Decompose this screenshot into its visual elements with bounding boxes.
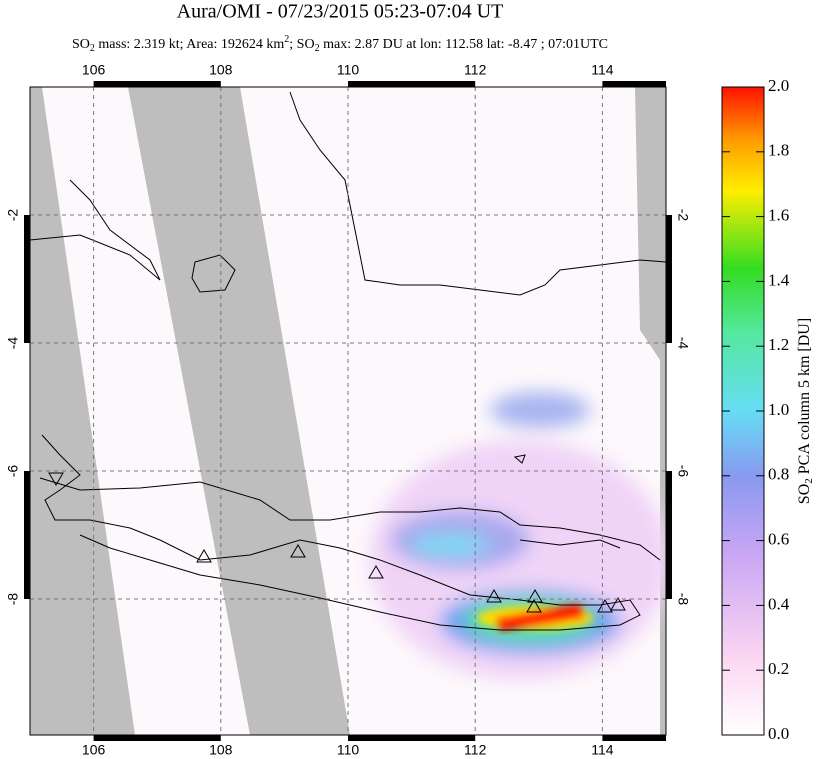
lon-tick-label: 106 [82, 62, 106, 78]
lat-tick-label: -8 [5, 593, 21, 606]
colorbar-tick-label: 1.8 [768, 141, 789, 160]
lon-tick-label: 110 [337, 62, 360, 78]
colorbar-tick-label: 0.2 [768, 659, 789, 678]
subtitle-part: ; SO [289, 37, 314, 52]
title: Aura/OMI - 07/23/2015 05:23-07:04 UT [177, 1, 504, 23]
frame-bands [24, 81, 672, 741]
lat-tick-label: -2 [675, 209, 691, 222]
colorbar-tick-label: 1.0 [768, 400, 789, 419]
map-area [30, 87, 666, 735]
no-data-swath [128, 87, 350, 735]
colorbar-label: SO2 PCA column 5 km [DU] [796, 318, 815, 504]
so2-core [477, 603, 593, 632]
colorbar-tick-label: 1.2 [768, 335, 789, 354]
subtitle-part: 2 [284, 34, 289, 45]
frame-band [666, 215, 672, 343]
frame-band [602, 735, 666, 741]
frame-band [93, 735, 221, 741]
frame-band [93, 81, 221, 87]
lat-tick-label: -4 [675, 337, 691, 350]
label-part: 2 [803, 478, 815, 484]
subtitle-part: SO [72, 37, 90, 52]
colorbar-tick-label: 1.6 [768, 206, 789, 225]
volcano-markers [48, 472, 626, 613]
lon-tick-label: 112 [464, 62, 487, 78]
label-part: SO [796, 484, 813, 504]
no-data-swath [635, 87, 666, 735]
frame-band [348, 735, 476, 741]
colorbar-tick-label: 0.0 [768, 724, 789, 743]
lon-tick-label: 108 [209, 62, 233, 78]
frame-band [24, 215, 30, 343]
graticule [30, 87, 666, 735]
lat-tick-label: -4 [5, 337, 21, 350]
lon-tick-label: 106 [82, 742, 106, 758]
lat-tick-label: -6 [5, 465, 21, 478]
coastlines [30, 91, 666, 631]
no-data-swath [30, 87, 135, 735]
lon-tick-label: 114 [591, 62, 614, 78]
subtitle-part: mass: 2.319 kt; Area: 192624 km [95, 37, 284, 52]
colorbar-tick-label: 0.8 [768, 465, 789, 484]
label-part: PCA column 5 km [DU] [796, 318, 813, 478]
lon-tick-label: 112 [464, 742, 487, 758]
subtitle-part: 2 [90, 43, 95, 54]
frame-band [602, 81, 666, 87]
lon-tick-label: 110 [337, 742, 360, 758]
frame-band [666, 471, 672, 599]
lat-tick-label: -8 [675, 593, 691, 606]
frame-band [348, 81, 476, 87]
colorbar-tick-label: 1.4 [768, 270, 790, 289]
lon-tick-label: 114 [591, 742, 614, 758]
subtitle-part: max: 2.87 DU at lon: 112.58 lat: -8.47 ;… [320, 37, 608, 52]
lat-tick-label: -2 [5, 209, 21, 222]
colorbar-tick-label: 2.0 [768, 76, 789, 95]
colorbar-tick-label: 0.6 [768, 530, 789, 549]
frame-band [24, 471, 30, 599]
subtitle: SO2 mass: 2.319 kt; Area: 192624 km2; SO… [72, 34, 608, 54]
lat-tick-label: -6 [675, 465, 691, 478]
colorbar-tick-label: 0.4 [768, 594, 790, 613]
subtitle-part: 2 [315, 43, 320, 54]
lon-tick-label: 108 [209, 742, 233, 758]
